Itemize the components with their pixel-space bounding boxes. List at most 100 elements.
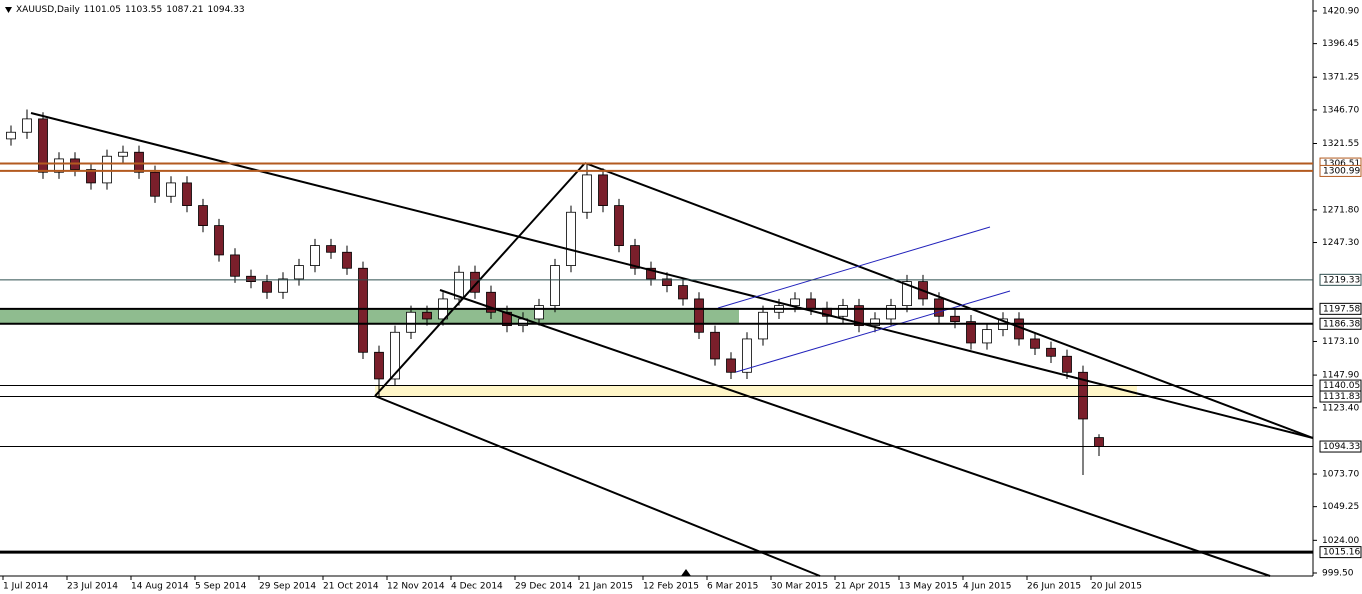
symbol: XAUUSD,Daily (16, 5, 80, 15)
candle-body (742, 338, 752, 373)
candle-body (966, 321, 976, 344)
candle-body (374, 351, 384, 380)
candle-body (470, 271, 480, 293)
candle-body (342, 251, 352, 269)
x-tick-label: 30 Mar 2015 (771, 582, 828, 592)
candle-body (982, 329, 992, 344)
y-tick-label: 1049.25 (1322, 502, 1359, 512)
candle-body (118, 151, 128, 157)
y-tick-label: 1371.25 (1322, 73, 1359, 83)
level-label-box (1319, 302, 1362, 315)
candle-body (166, 182, 176, 197)
candle-body (566, 211, 576, 266)
candle-body (310, 245, 320, 266)
candle-body (838, 305, 848, 317)
candles (6, 109, 1104, 475)
level-label: 1140.05 (1323, 381, 1360, 391)
ohlc-high: 1103.55 (125, 5, 163, 15)
x-tick-label: 29 Dec 2014 (515, 582, 573, 592)
x-tick-label: 4 Jun 2015 (963, 582, 1011, 592)
candle-body (214, 225, 224, 256)
candle-body (1094, 437, 1104, 447)
candle-body (486, 291, 496, 313)
trend-lines (30, 112, 1314, 577)
candle-body (758, 311, 768, 340)
candle-body (630, 245, 640, 269)
candle-body (1030, 338, 1040, 349)
candle-body (934, 298, 944, 317)
candle-body (246, 275, 256, 282)
y-tick-label: 1123.40 (1322, 403, 1359, 413)
ohlc-low: 1087.21 (166, 5, 204, 15)
y-tick-label: 1073.70 (1322, 470, 1359, 480)
candle-body (294, 265, 304, 280)
x-tick-label: 26 Jun 2015 (1027, 582, 1081, 592)
candle-body (182, 182, 192, 206)
level-label-box (1319, 440, 1362, 453)
candle-body (1046, 347, 1056, 357)
dropdown-icon[interactable] (5, 7, 12, 13)
candle-body (854, 305, 864, 327)
level-label: 1219.33 (1323, 275, 1360, 285)
candle-body (790, 298, 800, 307)
level-label: 1197.58 (1323, 304, 1360, 314)
x-tick-label: 29 Sep 2014 (259, 582, 316, 592)
y-tick-label: 999.50 (1322, 568, 1354, 578)
candle-body (390, 331, 400, 380)
x-tick-label: 12 Nov 2014 (387, 582, 445, 592)
y-tick-label: 1420.90 (1322, 7, 1359, 17)
candle-body (886, 305, 896, 320)
level-label-box (1319, 317, 1362, 330)
trend-line (439, 289, 1271, 577)
y-tick-label: 1147.90 (1322, 371, 1359, 381)
candle-body (1078, 371, 1088, 420)
candle-body (406, 311, 416, 333)
level-label-box (1319, 390, 1362, 403)
candle-body (598, 174, 608, 206)
y-tick-label: 1396.45 (1322, 39, 1359, 49)
candle-body (710, 331, 720, 360)
candle-body (54, 158, 64, 173)
y-tick-label: 1247.30 (1322, 238, 1359, 248)
chart-header: XAUUSD,Daily 1101.05 1103.55 1087.21 109… (5, 5, 245, 15)
level-label: 1131.83 (1323, 392, 1360, 402)
candle-body (806, 298, 816, 309)
level-label-box (1319, 273, 1362, 286)
x-tick-label: 5 Sep 2014 (195, 582, 247, 592)
candle-body (150, 171, 160, 197)
candle-body (1062, 355, 1072, 373)
trend-line (30, 112, 1314, 439)
candle-body (582, 174, 592, 213)
x-tick-label: 21 Apr 2015 (835, 582, 891, 592)
y-tick-label: 1173.10 (1322, 337, 1359, 347)
candle-body (278, 278, 288, 293)
candle-body (198, 205, 208, 226)
zone (375, 385, 1137, 397)
candle-body (134, 151, 144, 173)
candle-body (902, 281, 912, 307)
y-tick-label: 1321.55 (1322, 139, 1359, 149)
candle-body (662, 278, 672, 286)
candle-body (950, 315, 960, 323)
y-tick-label: 1271.80 (1322, 205, 1359, 215)
candle-body (454, 271, 464, 300)
trend-line (584, 162, 1314, 439)
ohlc-open: 1101.05 (83, 5, 121, 15)
x-tick-label: 12 Feb 2015 (643, 582, 699, 592)
level-label-box (1319, 164, 1362, 177)
candle-body (102, 155, 112, 184)
x-tick-label: 21 Jan 2015 (579, 582, 633, 592)
y-tick-label: 1346.70 (1322, 105, 1359, 115)
candle-body (694, 298, 704, 333)
candle-body (422, 311, 432, 320)
candle-body (86, 169, 96, 184)
level-label: 1094.33 (1323, 442, 1360, 452)
x-tick-label: 23 Jul 2014 (67, 582, 118, 592)
x-tick-label: 4 Dec 2014 (451, 582, 503, 592)
y-tick-label: 1024.00 (1322, 536, 1359, 546)
candle-body (6, 131, 16, 140)
candle-body (550, 265, 560, 307)
level-label: 1186.38 (1323, 319, 1360, 329)
candle-body (614, 205, 624, 246)
